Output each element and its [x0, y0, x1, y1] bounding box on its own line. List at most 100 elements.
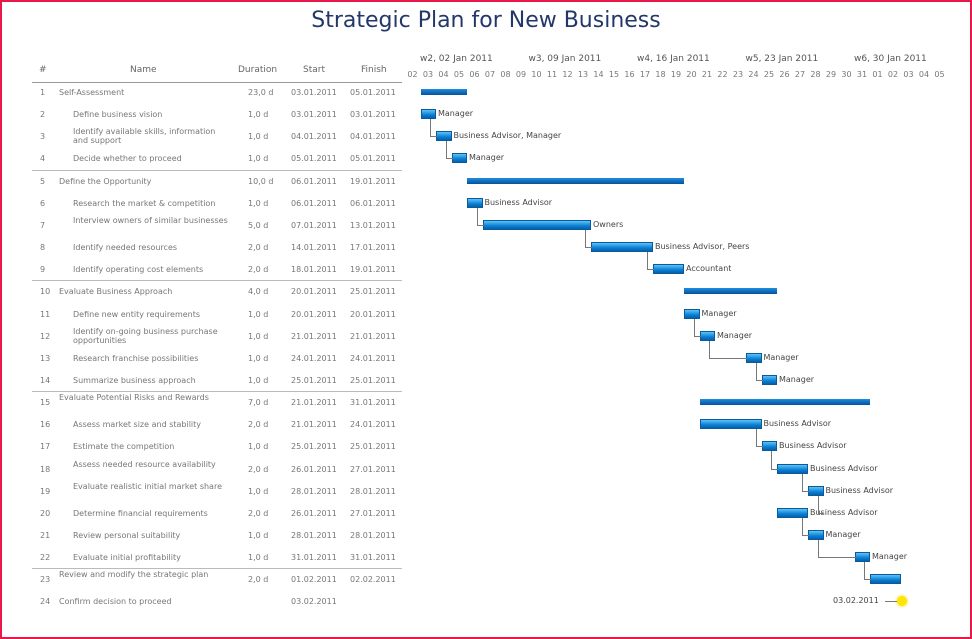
dependency-arrow [755, 429, 763, 448]
day-label: 30 [841, 70, 852, 79]
day-label: 16 [624, 70, 635, 79]
week-label: w6, 30 Jan 2011 [854, 54, 927, 64]
task-id: 24 [40, 597, 51, 607]
task-finish: 19.01.2011 [350, 176, 396, 186]
day-label: 02 [887, 70, 899, 79]
summary-bar [420, 89, 467, 95]
task-name: Review and modify the strategic plan [59, 570, 209, 580]
dependency-arrow [585, 229, 592, 249]
task-finish: 28.01.2011 [350, 531, 396, 540]
col-header-num: # [39, 65, 47, 75]
day-label: 04 [918, 70, 930, 79]
task-start: 24.01.2011 [291, 353, 337, 363]
task-name: Evaluate realistic initial market share [73, 481, 222, 491]
task-start: 20.01.2011 [291, 309, 337, 319]
task-id: 17 [40, 442, 51, 452]
day-label: 12 [562, 70, 573, 79]
milestone-marker [897, 596, 907, 607]
week-label: w3, 09 Jan 2011 [528, 54, 602, 64]
summary-bar [467, 177, 684, 184]
task-name: Assess market size and stability [73, 420, 202, 430]
task-duration: 1,0 d [248, 375, 269, 385]
week-label: w5, 23 Jan 2011 [745, 54, 819, 64]
task-start: 26.01.2011 [291, 508, 337, 518]
task-duration: 2,0 d [248, 243, 269, 253]
task-bar [777, 507, 808, 518]
task-id: 4 [40, 154, 46, 164]
task-name: Define new entity requirements [73, 309, 201, 319]
resource-label: Business Advisor [810, 507, 878, 517]
task-duration: 1,0 d [248, 331, 269, 341]
row-separator [32, 568, 402, 570]
day-label: 02 [407, 70, 418, 79]
task-id: 19 [40, 486, 51, 496]
day-label: 28 [810, 70, 821, 79]
task-id: 20 [40, 508, 51, 518]
task-bar [746, 352, 762, 363]
resource-label: Business Advisor, Peers [655, 242, 750, 252]
day-label: 15 [608, 70, 620, 79]
task-name: Identify needed resources [73, 243, 178, 253]
task-name: Define business vision [73, 110, 163, 120]
dependency-arrow [771, 451, 778, 470]
task-finish: 20.01.2011 [350, 309, 396, 319]
task-name: Research the market & competition [73, 198, 216, 208]
task-name: Confirm decision to proceed [59, 597, 172, 607]
task-start: 14.01.2011 [291, 243, 337, 253]
day-label: 27 [794, 70, 806, 79]
day-label: 07 [484, 70, 496, 79]
task-finish: 03.01.2011 [350, 110, 396, 120]
summary-bar [699, 399, 870, 406]
task-id: 8 [40, 243, 46, 253]
task-name: Summarize business approach [73, 375, 196, 385]
task-id: 23 [40, 575, 51, 585]
task-start: 26.01.2011 [291, 464, 337, 474]
task-start: 03.01.2011 [291, 88, 337, 97]
week-label: w4, 16 Jan 2011 [637, 54, 710, 64]
task-name: Decide whether to proceed [73, 154, 182, 164]
resource-label: Manager [438, 109, 474, 119]
task-start: 06.01.2011 [291, 198, 337, 208]
task-start: 01.02.2011 [291, 575, 337, 585]
day-label: 11 [546, 70, 558, 79]
day-label: 05 [453, 70, 465, 79]
task-id: 9 [40, 265, 46, 275]
resource-label: Manager [763, 352, 799, 362]
milestone-label: 03.02.2011 [833, 596, 879, 606]
task-finish: 28.01.2011 [350, 486, 396, 496]
task-duration: 2,0 d [248, 420, 269, 430]
task-bar [761, 441, 777, 452]
header-divider [32, 82, 402, 83]
task-start: 28.01.2011 [291, 486, 337, 496]
day-label: 08 [500, 70, 511, 79]
day-label: 03 [903, 70, 914, 79]
task-finish: 05.01.2011 [350, 154, 396, 164]
task-duration: 2,0 d [248, 265, 269, 275]
task-bar [699, 419, 762, 430]
dependency-arrow [802, 473, 809, 492]
task-name: Interview owners of similar businesses [73, 215, 228, 225]
task-bar [761, 374, 777, 385]
resource-label: Business Advisor [810, 463, 878, 473]
task-start: 03.01.2011 [291, 110, 337, 120]
task-id: 16 [40, 420, 51, 430]
resource-label: Business Advisor [779, 441, 847, 451]
day-label: 10 [531, 70, 542, 79]
day-label: 05 [934, 70, 945, 79]
resource-label: Business Advisor [484, 197, 553, 207]
task-bar [808, 530, 824, 540]
task-duration: 7,0 d [248, 398, 269, 408]
task-start: 25.01.2011 [291, 442, 337, 452]
dependency-arrow [709, 340, 747, 359]
dependency-arrow [817, 495, 823, 514]
dependency-arrow [647, 252, 654, 271]
task-start: 31.01.2011 [291, 553, 337, 563]
resource-label: Manager [779, 374, 815, 384]
task-duration: 1,0 d [248, 309, 269, 319]
resource-label: Manager [825, 530, 861, 539]
task-finish: 19.01.2011 [350, 265, 396, 275]
day-label: 13 [577, 70, 589, 79]
task-finish: 24.01.2011 [350, 353, 396, 363]
task-bar [870, 574, 901, 585]
